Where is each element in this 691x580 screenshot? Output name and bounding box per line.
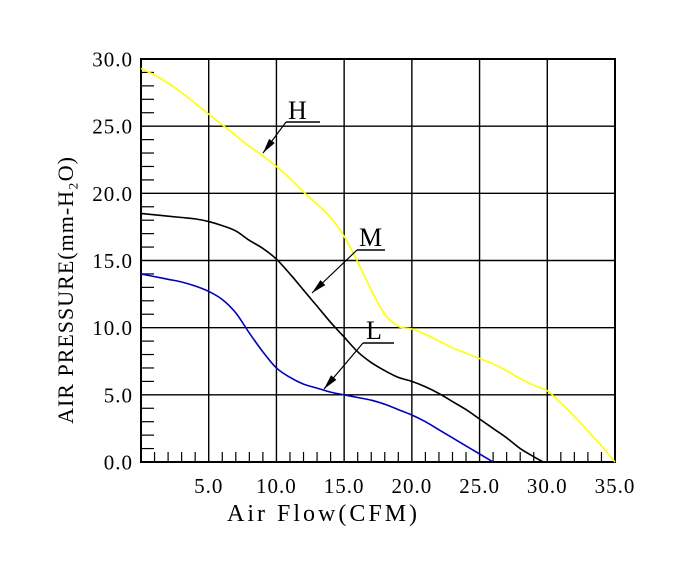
y-tick-label-25.0: 25.0 bbox=[92, 115, 133, 139]
minor-ticks bbox=[141, 71, 603, 462]
curve-M bbox=[140, 212, 544, 463]
grid-lines bbox=[141, 59, 615, 462]
tick-labels: 5.0 10.0 15.0 20.0 25.0 30.0 35.0 0.0 5.0 10.0 15.… bbox=[92, 48, 636, 499]
x-tick-label-35.0: 35.0 bbox=[595, 474, 636, 498]
series-label-L: L bbox=[366, 316, 382, 345]
curve-H bbox=[140, 67, 616, 463]
y-tick-label-20.0: 20.0 bbox=[92, 182, 133, 206]
y-tick-label-30.0: 30.0 bbox=[92, 48, 133, 72]
x-tick-label-30.0: 30.0 bbox=[527, 474, 568, 498]
x-tick-label-5.0: 5.0 bbox=[194, 474, 223, 498]
curve-L bbox=[140, 273, 494, 463]
plot-border bbox=[140, 58, 616, 463]
y-axis-title: AIR PRESSURE(mm-H₂O) bbox=[53, 156, 78, 424]
annotation-L: L bbox=[323, 316, 394, 390]
arrowhead-icon bbox=[263, 138, 275, 153]
annotation-M: M bbox=[311, 223, 385, 294]
x-tick-label-25.0: 25.0 bbox=[459, 474, 500, 498]
series-label-M: M bbox=[359, 223, 382, 252]
x-tick-label-10.0: 10.0 bbox=[256, 474, 297, 498]
x-tick-label-20.0: 20.0 bbox=[391, 474, 432, 498]
arrowhead-icon bbox=[324, 375, 337, 389]
series-label-H: H bbox=[288, 96, 307, 125]
y-tick-label-0.0: 0.0 bbox=[104, 451, 133, 475]
arrowhead-icon bbox=[312, 280, 326, 293]
y-tick-label-10.0: 10.0 bbox=[92, 316, 133, 340]
annotation-H: H bbox=[262, 96, 320, 154]
y-tick-label-5.0: 5.0 bbox=[104, 383, 133, 407]
x-tick-label-15.0: 15.0 bbox=[324, 474, 365, 498]
y-tick-label-15.0: 15.0 bbox=[92, 249, 133, 273]
x-axis-title: Air Flow(CFM) bbox=[227, 501, 421, 527]
